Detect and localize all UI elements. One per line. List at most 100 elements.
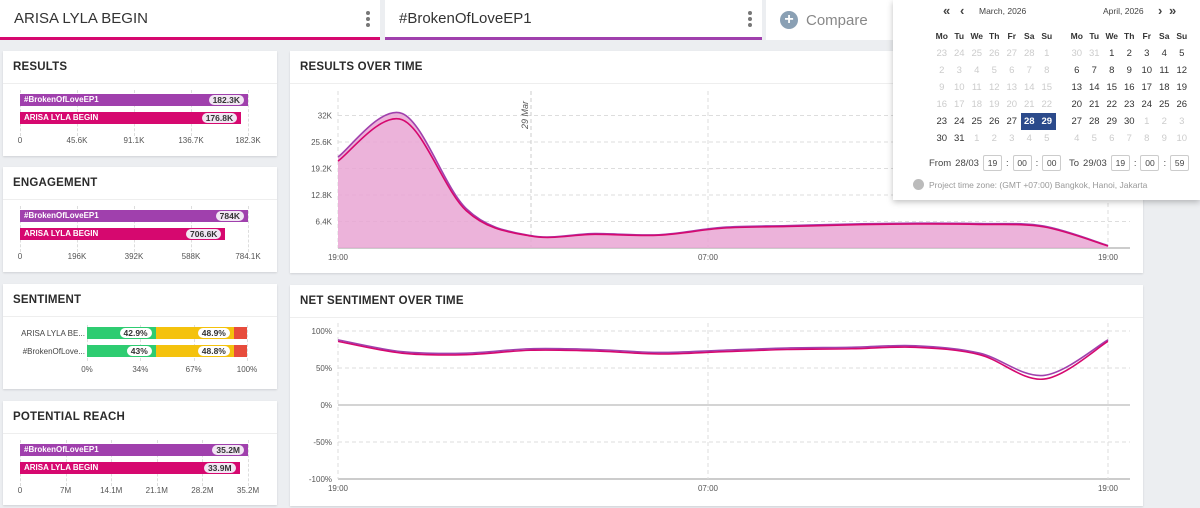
calendar-day[interactable]: 1 bbox=[1044, 48, 1050, 59]
calendar-day[interactable]: 9 bbox=[1126, 65, 1132, 76]
result-bar[interactable]: #BrokenOfLoveEP1 35.2M bbox=[20, 444, 248, 456]
calendar-day[interactable]: 3 bbox=[956, 65, 962, 76]
calendar-day[interactable]: 4 bbox=[1161, 48, 1167, 59]
calendar-day[interactable]: 9 bbox=[939, 82, 945, 93]
calendar-day[interactable]: 31 bbox=[953, 133, 965, 144]
calendar-day[interactable]: 20 bbox=[1071, 99, 1083, 110]
calendar-day[interactable]: 29 bbox=[1038, 113, 1056, 130]
calendar-day[interactable]: 17 bbox=[953, 99, 965, 110]
calendar-day[interactable]: 26 bbox=[988, 48, 1000, 59]
next-month-icon[interactable]: › bbox=[1158, 3, 1163, 18]
calendar-day[interactable]: 5 bbox=[991, 65, 997, 76]
calendar-day[interactable]: 30 bbox=[936, 133, 948, 144]
calendar-day[interactable]: 18 bbox=[1158, 82, 1170, 93]
calendar-day[interactable]: 10 bbox=[953, 82, 965, 93]
calendar-day[interactable]: 1 bbox=[1109, 48, 1115, 59]
calendar-day[interactable]: 24 bbox=[953, 116, 965, 127]
calendar-day[interactable]: 6 bbox=[1074, 65, 1080, 76]
calendar-day[interactable]: 14 bbox=[1088, 82, 1100, 93]
calendar-day[interactable]: 22 bbox=[1041, 99, 1053, 110]
calendar-day[interactable]: 26 bbox=[1176, 99, 1188, 110]
sentiment-neu-segment[interactable]: 48.8% bbox=[155, 345, 234, 357]
calendar-day[interactable]: 27 bbox=[1006, 48, 1018, 59]
calendar-day[interactable]: 1 bbox=[1144, 116, 1150, 127]
result-bar[interactable]: ARISA LYLA BEGIN 176.8K bbox=[20, 112, 242, 124]
calendar-day[interactable]: 29 bbox=[1106, 116, 1118, 127]
calendar-day[interactable]: 5 bbox=[1179, 48, 1185, 59]
to-minute-input[interactable]: 00 bbox=[1140, 155, 1160, 171]
compare-button[interactable]: + Compare bbox=[766, 0, 906, 40]
calendar-day[interactable]: 8 bbox=[1109, 65, 1115, 76]
calendar-day[interactable]: 16 bbox=[936, 99, 948, 110]
to-hour-input[interactable]: 19 bbox=[1110, 155, 1130, 171]
calendar-day[interactable]: 12 bbox=[1176, 65, 1188, 76]
sentiment-neu-segment[interactable]: 48.9% bbox=[155, 327, 234, 339]
calendar-day[interactable]: 14 bbox=[1023, 82, 1035, 93]
calendar-day[interactable]: 30 bbox=[1071, 48, 1083, 59]
calendar-day[interactable]: 7 bbox=[1026, 65, 1032, 76]
calendar-day[interactable]: 23 bbox=[936, 48, 948, 59]
calendar-day[interactable]: 23 bbox=[1123, 99, 1135, 110]
from-hour-input[interactable]: 19 bbox=[982, 155, 1002, 171]
calendar-day[interactable]: 28 bbox=[1088, 116, 1100, 127]
calendar-day[interactable]: 27 bbox=[1071, 116, 1083, 127]
prev-month-icon[interactable]: ‹ bbox=[960, 3, 965, 18]
calendar-day[interactable]: 21 bbox=[1023, 99, 1035, 110]
calendar-day[interactable]: 19 bbox=[988, 99, 1000, 110]
calendar-day[interactable]: 11 bbox=[1159, 65, 1170, 76]
calendar-day[interactable]: 4 bbox=[1074, 133, 1080, 144]
sentiment-pos-segment[interactable]: 42.9% bbox=[87, 327, 156, 339]
next-year-icon[interactable]: » bbox=[1169, 3, 1177, 18]
calendar-day[interactable]: 21 bbox=[1088, 99, 1100, 110]
calendar-day[interactable]: 2 bbox=[1126, 48, 1132, 59]
result-bar[interactable]: #BrokenOfLoveEP1 182.3K bbox=[20, 94, 248, 106]
calendar-day[interactable]: 30 bbox=[1123, 116, 1135, 127]
kebab-menu-icon[interactable] bbox=[748, 11, 752, 27]
calendar-day[interactable]: 28 bbox=[1023, 48, 1035, 59]
calendar-day[interactable]: 26 bbox=[988, 116, 1000, 127]
calendar-day[interactable]: 6 bbox=[1109, 133, 1115, 144]
calendar-day[interactable]: 3 bbox=[1144, 48, 1150, 59]
calendar-day[interactable]: 15 bbox=[1041, 82, 1053, 93]
calendar-day[interactable]: 2 bbox=[991, 133, 997, 144]
calendar-day[interactable]: 15 bbox=[1106, 82, 1118, 93]
calendar-day[interactable]: 24 bbox=[1141, 99, 1153, 110]
calendar-day[interactable]: 13 bbox=[1071, 82, 1083, 93]
sentiment-neg-segment[interactable] bbox=[233, 345, 247, 357]
calendar-day[interactable]: 20 bbox=[1006, 99, 1018, 110]
calendar-day[interactable]: 12 bbox=[988, 82, 1000, 93]
result-bar[interactable]: ARISA LYLA BEGIN 706.6K bbox=[20, 228, 226, 240]
calendar-day[interactable]: 5 bbox=[1091, 133, 1097, 144]
calendar-day[interactable]: 6 bbox=[1009, 65, 1015, 76]
tab-brokenoflove[interactable]: #BrokenOfLoveEP1 bbox=[385, 0, 762, 40]
calendar-day[interactable]: 25 bbox=[971, 48, 983, 59]
sentiment-pos-segment[interactable]: 43% bbox=[87, 345, 156, 357]
calendar-day[interactable]: 28 bbox=[1020, 113, 1038, 130]
calendar-day[interactable]: 10 bbox=[1176, 133, 1188, 144]
calendar-day[interactable]: 11 bbox=[971, 82, 982, 93]
from-second-input[interactable]: 00 bbox=[1042, 155, 1062, 171]
calendar-day[interactable]: 25 bbox=[971, 116, 983, 127]
calendar-day[interactable]: 13 bbox=[1006, 82, 1018, 93]
calendar-day[interactable]: 23 bbox=[936, 116, 948, 127]
calendar-day[interactable]: 3 bbox=[1009, 133, 1015, 144]
calendar-day[interactable]: 17 bbox=[1141, 82, 1153, 93]
calendar-day[interactable]: 1 bbox=[974, 133, 980, 144]
calendar-day[interactable]: 22 bbox=[1106, 99, 1118, 110]
calendar-day[interactable]: 2 bbox=[1161, 116, 1167, 127]
calendar-day[interactable]: 31 bbox=[1088, 48, 1100, 59]
calendar-day[interactable]: 9 bbox=[1161, 133, 1167, 144]
calendar-day[interactable]: 19 bbox=[1176, 82, 1188, 93]
calendar-day[interactable]: 2 bbox=[939, 65, 945, 76]
prev-year-icon[interactable]: « bbox=[943, 3, 951, 18]
calendar-day[interactable]: 24 bbox=[953, 48, 965, 59]
kebab-menu-icon[interactable] bbox=[366, 11, 370, 27]
calendar-day[interactable]: 8 bbox=[1044, 65, 1050, 76]
result-bar[interactable]: ARISA LYLA BEGIN 33.9M bbox=[20, 462, 240, 474]
tab-arisa[interactable]: ARISA LYLA BEGIN bbox=[0, 0, 380, 40]
calendar-day[interactable]: 18 bbox=[971, 99, 983, 110]
result-bar[interactable]: #BrokenOfLoveEP1 784K bbox=[20, 210, 248, 222]
calendar-day[interactable]: 7 bbox=[1091, 65, 1097, 76]
sentiment-neg-segment[interactable] bbox=[233, 327, 247, 339]
calendar-day[interactable]: 10 bbox=[1141, 65, 1153, 76]
